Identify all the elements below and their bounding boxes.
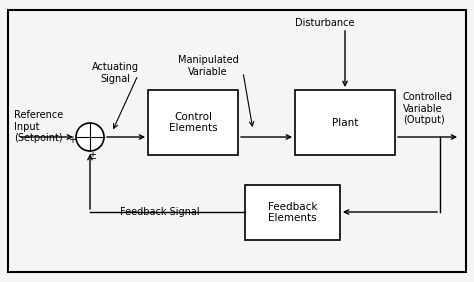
Bar xyxy=(148,90,238,155)
Text: Actuating
Signal: Actuating Signal xyxy=(91,62,138,83)
Text: Controlled
Variable
(Output): Controlled Variable (Output) xyxy=(403,92,453,125)
Bar xyxy=(245,185,340,240)
Text: Feedback
Elements: Feedback Elements xyxy=(268,202,317,223)
Text: Control
Elements: Control Elements xyxy=(169,112,217,133)
Bar xyxy=(295,90,395,155)
Text: Plant: Plant xyxy=(332,118,358,127)
Text: Disturbance: Disturbance xyxy=(295,18,355,28)
Text: Manipulated
Variable: Manipulated Variable xyxy=(178,55,238,77)
Circle shape xyxy=(76,123,104,151)
Text: ±: ± xyxy=(88,151,96,161)
Text: Reference
Input
(Setpoint): Reference Input (Setpoint) xyxy=(14,110,63,143)
Text: +: + xyxy=(68,135,76,145)
Text: Feedback Signal: Feedback Signal xyxy=(120,207,200,217)
